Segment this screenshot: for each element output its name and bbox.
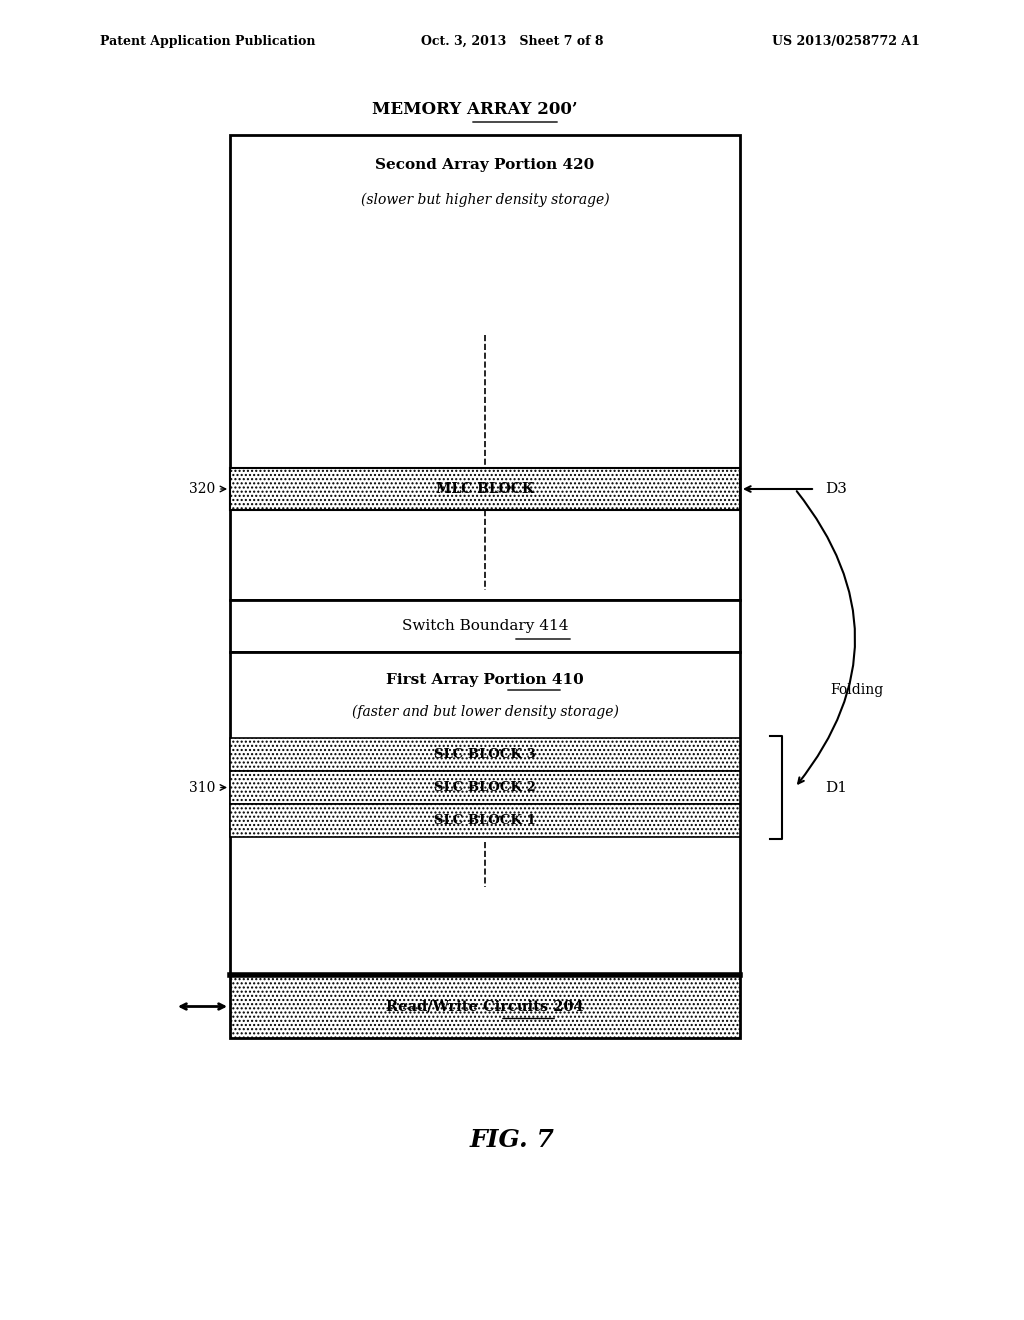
FancyBboxPatch shape bbox=[230, 601, 740, 652]
FancyBboxPatch shape bbox=[230, 652, 740, 975]
FancyBboxPatch shape bbox=[230, 975, 740, 1038]
Text: Oct. 3, 2013   Sheet 7 of 8: Oct. 3, 2013 Sheet 7 of 8 bbox=[421, 36, 603, 48]
Text: 320: 320 bbox=[188, 482, 215, 496]
Text: Patent Application Publication: Patent Application Publication bbox=[100, 36, 315, 48]
Text: First Array Portion 410: First Array Portion 410 bbox=[386, 673, 584, 686]
Text: 310: 310 bbox=[188, 780, 215, 795]
Text: D1: D1 bbox=[825, 780, 847, 795]
Text: MEMORY ARRAY 200’: MEMORY ARRAY 200’ bbox=[372, 102, 578, 117]
Text: D3: D3 bbox=[825, 482, 847, 496]
Text: SLC BLOCK 3: SLC BLOCK 3 bbox=[434, 748, 536, 762]
FancyBboxPatch shape bbox=[230, 771, 740, 804]
Text: SLC BLOCK 1: SLC BLOCK 1 bbox=[434, 814, 536, 828]
FancyBboxPatch shape bbox=[230, 738, 740, 771]
FancyBboxPatch shape bbox=[230, 804, 740, 837]
Text: Folding: Folding bbox=[830, 682, 884, 697]
Text: MLC BLOCK: MLC BLOCK bbox=[436, 482, 535, 496]
FancyBboxPatch shape bbox=[230, 469, 740, 510]
Text: (slower but higher density storage): (slower but higher density storage) bbox=[360, 193, 609, 207]
Text: Second Array Portion 420: Second Array Portion 420 bbox=[376, 158, 595, 172]
Text: SLC BLOCK 2: SLC BLOCK 2 bbox=[434, 781, 536, 795]
Text: US 2013/0258772 A1: US 2013/0258772 A1 bbox=[772, 36, 920, 48]
Text: FIG. 7: FIG. 7 bbox=[470, 1129, 554, 1152]
FancyBboxPatch shape bbox=[230, 135, 740, 601]
Text: Switch Boundary 414: Switch Boundary 414 bbox=[401, 619, 568, 634]
Text: Read/Write Circuits 204: Read/Write Circuits 204 bbox=[386, 999, 584, 1014]
Text: (faster and but lower density storage): (faster and but lower density storage) bbox=[351, 705, 618, 719]
